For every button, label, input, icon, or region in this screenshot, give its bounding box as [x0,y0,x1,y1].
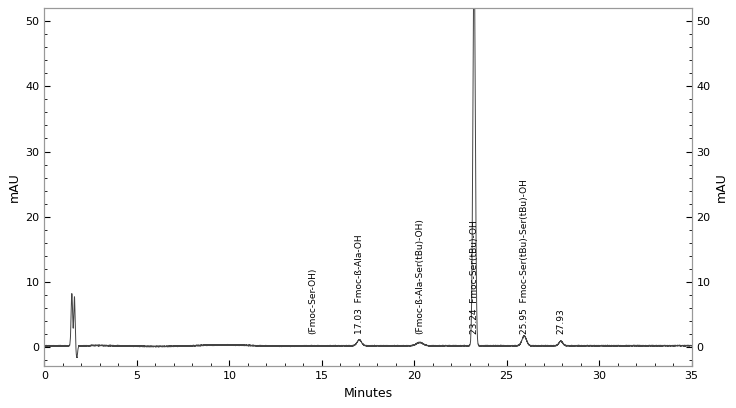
Text: (Fmoc-Ser-OH): (Fmoc-Ser-OH) [308,267,317,334]
Text: 27.93: 27.93 [556,308,565,334]
X-axis label: Minutes: Minutes [344,387,392,400]
Y-axis label: mAU: mAU [715,173,728,202]
Text: 17.03  Fmoc-ß-Ala-OH: 17.03 Fmoc-ß-Ala-OH [355,234,364,334]
Text: (Fmoc-ß-Ala-Ser(tBu)-OH): (Fmoc-ß-Ala-Ser(tBu)-OH) [415,218,424,334]
Text: 25.95  Fmoc-Ser(tBu)-Ser(tBu)-OH: 25.95 Fmoc-Ser(tBu)-Ser(tBu)-OH [520,179,528,334]
Y-axis label: mAU: mAU [8,173,21,202]
Text: 23.24  Fmoc-Ser(tBu)-OH: 23.24 Fmoc-Ser(tBu)-OH [470,220,478,334]
